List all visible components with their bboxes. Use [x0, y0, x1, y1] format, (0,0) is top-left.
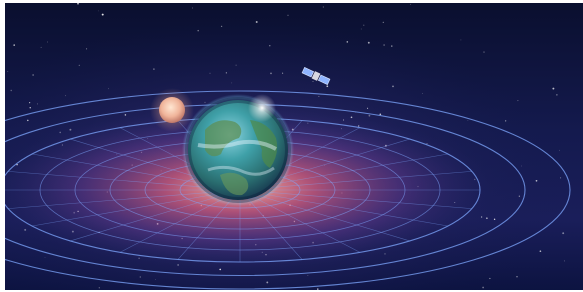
sun-flare: [248, 94, 276, 122]
star: [367, 108, 368, 109]
star: [562, 232, 564, 234]
star: [30, 107, 31, 108]
star: [10, 90, 11, 91]
star: [108, 88, 109, 89]
star: [65, 95, 66, 96]
star: [369, 115, 371, 117]
star: [288, 15, 289, 16]
star: [505, 120, 506, 121]
star: [269, 45, 270, 46]
star: [270, 73, 272, 75]
star: [29, 102, 30, 103]
star: [13, 44, 15, 46]
star: [460, 39, 461, 40]
star: [379, 113, 381, 115]
star: [391, 45, 392, 46]
star: [326, 85, 328, 87]
page: (() => { const data = JSON.parse(documen…: [0, 0, 583, 292]
star: [517, 100, 518, 101]
star: [236, 65, 237, 66]
scene-content: [0, 0, 583, 292]
star: [7, 71, 8, 72]
star: [282, 73, 283, 74]
star: [553, 0, 554, 1]
star: [318, 96, 319, 97]
star: [41, 47, 42, 48]
star: [221, 26, 222, 27]
star: [205, 102, 206, 103]
star: [383, 44, 385, 46]
star: [536, 180, 538, 182]
star: [140, 277, 141, 278]
star: [486, 217, 488, 219]
star: [192, 8, 193, 9]
star: [323, 6, 324, 7]
star: [483, 52, 484, 53]
star: [232, 83, 233, 84]
star: [256, 21, 258, 23]
star: [155, 279, 156, 280]
star: [383, 22, 384, 23]
star: [489, 278, 490, 279]
star: [482, 287, 484, 289]
star: [308, 275, 309, 276]
star: [521, 166, 522, 167]
star: [27, 120, 29, 122]
star: [481, 216, 482, 217]
star: [540, 250, 542, 252]
star: [422, 93, 423, 94]
star: [361, 29, 362, 30]
star: [153, 68, 155, 70]
star: [37, 103, 38, 104]
star: [347, 41, 349, 43]
star: [392, 86, 394, 88]
star: [381, 2, 382, 3]
star: [1, 285, 2, 286]
star: [564, 260, 565, 261]
star: [210, 73, 211, 74]
star: [97, 0, 99, 2]
star: [0, 142, 1, 143]
star: [99, 287, 100, 288]
star: [102, 14, 104, 16]
star: [47, 42, 48, 43]
star: [79, 65, 80, 66]
star: [226, 72, 227, 73]
star: [125, 114, 127, 116]
star: [494, 219, 495, 220]
star: [385, 253, 386, 254]
star: [368, 42, 370, 44]
star: [556, 94, 557, 95]
star: [86, 48, 87, 49]
space-illustration: [0, 0, 583, 292]
star: [317, 288, 318, 289]
star: [519, 196, 520, 197]
star: [266, 281, 268, 283]
star: [32, 74, 33, 75]
star: [77, 3, 79, 5]
star: [410, 4, 411, 5]
star: [45, 257, 46, 258]
star: [363, 25, 364, 26]
star: [219, 269, 221, 271]
moon: [159, 97, 185, 123]
star: [197, 30, 199, 32]
star: [552, 88, 554, 90]
star: [312, 81, 313, 82]
star: [468, 120, 469, 121]
star: [560, 177, 561, 178]
star: [559, 150, 560, 151]
star: [516, 276, 517, 277]
star: [98, 11, 99, 12]
